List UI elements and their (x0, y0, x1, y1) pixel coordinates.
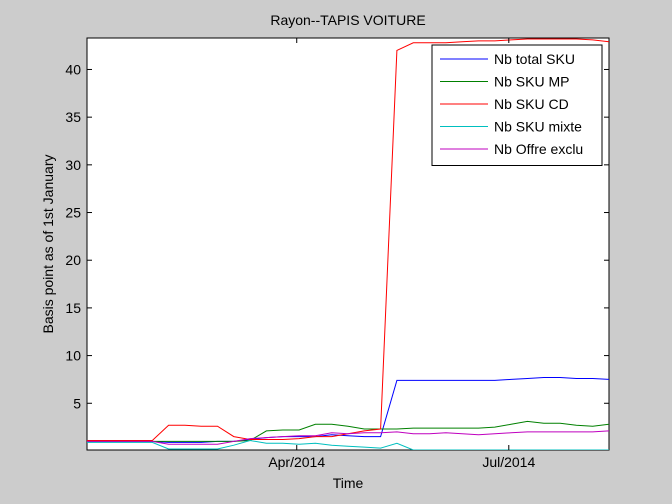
legend-label: Nb SKU mixte (494, 119, 582, 135)
y-axis-label: Basis point as of 1st January (40, 155, 56, 334)
series-line-2 (87, 420, 609, 442)
y-tick-label: 10 (65, 348, 81, 364)
y-tick-label: 35 (65, 109, 81, 125)
tick-layer: 5 10 15 20 25 30 35 40 Apr/2014 Jul/2014 (65, 38, 609, 470)
legend: Nb total SKU Nb SKU MP Nb SKU CD Nb SKU mix… (431, 44, 603, 166)
x-tick-label: Jul/2014 (482, 454, 535, 470)
legend-label: Nb total SKU (494, 51, 575, 67)
legend-label: Nb SKU CD (494, 96, 569, 112)
series-line-5 (87, 430, 609, 445)
series-line-1 (87, 377, 609, 443)
x-axis-label: Time (333, 475, 364, 491)
y-tick-label: 5 (73, 395, 81, 411)
y-tick-label: 15 (65, 300, 81, 316)
y-tick-label: 40 (65, 61, 81, 77)
y-tick-label: 25 (65, 205, 81, 221)
x-tick-label: Apr/2014 (268, 454, 325, 470)
chart-title: Rayon--TAPIS VOITURE (270, 12, 425, 28)
legend-box (431, 44, 603, 166)
series-line-4 (87, 439, 609, 450)
y-tick-label: 20 (65, 252, 81, 268)
series-layer (87, 38, 609, 450)
legend-label: Nb Offre exclu (494, 141, 583, 157)
y-tick-label: 30 (65, 157, 81, 173)
legend-label: Nb SKU MP (494, 74, 569, 90)
